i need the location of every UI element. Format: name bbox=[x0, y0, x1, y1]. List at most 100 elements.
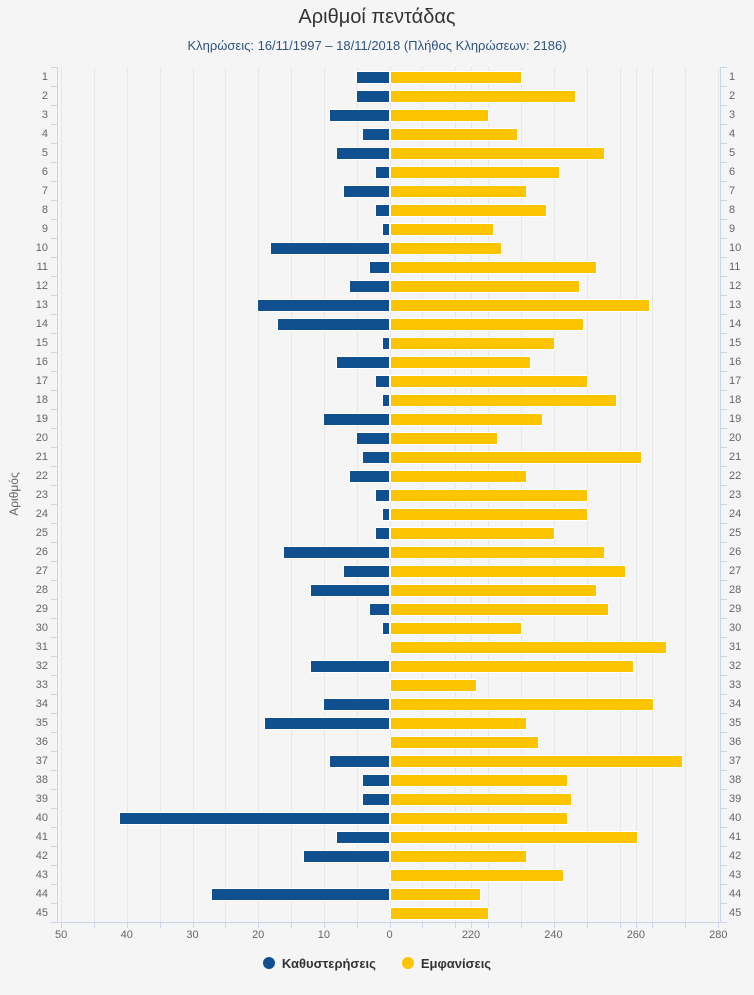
delay-bar-number-16[interactable] bbox=[335, 355, 391, 369]
delay-bar-number-25[interactable] bbox=[375, 526, 391, 540]
delay-bar-number-4[interactable] bbox=[362, 127, 391, 141]
legend-item-appearances[interactable]: Εμφανίσεις bbox=[401, 956, 491, 971]
delay-bar-number-34[interactable] bbox=[322, 697, 391, 711]
y-axis-label-right: 16 bbox=[729, 356, 742, 368]
delay-bar-number-39[interactable] bbox=[362, 792, 391, 806]
appearance-bar-number-28[interactable] bbox=[389, 583, 597, 597]
appearance-bar-number-12[interactable] bbox=[389, 279, 581, 293]
delay-bar-number-6[interactable] bbox=[375, 165, 391, 179]
y-axis-label-right: 28 bbox=[729, 584, 742, 596]
y-axis-label-right: 23 bbox=[729, 489, 742, 501]
appearance-bar-number-20[interactable] bbox=[389, 431, 498, 445]
y-axis-label-right: 21 bbox=[729, 451, 742, 463]
appearance-bar-number-25[interactable] bbox=[389, 526, 556, 540]
appearance-bar-number-15[interactable] bbox=[389, 336, 556, 350]
gridline bbox=[685, 67, 687, 922]
legend-item-delays[interactable]: Καθυστερήσεις bbox=[262, 956, 376, 971]
delay-bar-number-21[interactable] bbox=[362, 450, 391, 464]
appearance-bar-number-6[interactable] bbox=[389, 165, 560, 179]
appearance-bar-number-33[interactable] bbox=[389, 678, 478, 692]
delay-bar-number-13[interactable] bbox=[257, 298, 391, 312]
delay-bar-number-38[interactable] bbox=[362, 773, 391, 787]
delay-bar-number-19[interactable] bbox=[322, 412, 391, 426]
y-axis-label-right: 32 bbox=[729, 660, 742, 672]
appearance-bar-number-22[interactable] bbox=[389, 469, 527, 483]
delay-bar-number-10[interactable] bbox=[270, 241, 391, 255]
delay-bar-number-7[interactable] bbox=[342, 184, 391, 198]
delay-bar-number-3[interactable] bbox=[329, 108, 391, 122]
appearance-bar-number-34[interactable] bbox=[389, 697, 655, 711]
y-axis-label-right: 12 bbox=[729, 280, 742, 292]
right-axis-tick bbox=[720, 865, 727, 866]
delay-bar-number-14[interactable] bbox=[276, 317, 391, 331]
delay-bar-number-37[interactable] bbox=[329, 754, 391, 768]
left-axis-tick bbox=[51, 599, 57, 600]
appearance-bar-number-41[interactable] bbox=[389, 830, 638, 844]
delay-bar-number-23[interactable] bbox=[375, 488, 391, 502]
appearance-bar-number-9[interactable] bbox=[389, 222, 494, 236]
appearance-bar-number-31[interactable] bbox=[389, 640, 667, 654]
delay-bar-number-41[interactable] bbox=[335, 830, 391, 844]
delay-bar-number-29[interactable] bbox=[368, 602, 391, 616]
delay-bar-number-26[interactable] bbox=[283, 545, 391, 559]
appearance-bar-number-11[interactable] bbox=[389, 260, 597, 274]
appearance-bar-number-36[interactable] bbox=[389, 735, 539, 749]
x-axis-tick bbox=[586, 922, 588, 928]
appearance-bar-number-3[interactable] bbox=[389, 108, 490, 122]
delay-bar-number-11[interactable] bbox=[368, 260, 391, 274]
appearance-bar-number-30[interactable] bbox=[389, 621, 523, 635]
y-axis-label-right: 17 bbox=[729, 375, 742, 387]
appearance-bar-number-18[interactable] bbox=[389, 393, 618, 407]
gridline bbox=[159, 67, 161, 922]
x-axis-tick bbox=[192, 922, 194, 928]
appearance-bar-number-42[interactable] bbox=[389, 849, 527, 863]
appearance-bar-number-5[interactable] bbox=[389, 146, 605, 160]
x-axis-tick bbox=[455, 922, 457, 928]
appearance-bar-number-8[interactable] bbox=[389, 203, 548, 217]
delay-bar-number-12[interactable] bbox=[349, 279, 391, 293]
appearance-bar-number-17[interactable] bbox=[389, 374, 589, 388]
appearance-bar-number-35[interactable] bbox=[389, 716, 527, 730]
delay-bar-number-17[interactable] bbox=[375, 374, 391, 388]
delay-bar-number-28[interactable] bbox=[309, 583, 391, 597]
appearance-bar-number-21[interactable] bbox=[389, 450, 642, 464]
appearance-bar-number-29[interactable] bbox=[389, 602, 610, 616]
delay-bar-number-44[interactable] bbox=[211, 887, 391, 901]
appearance-bar-number-45[interactable] bbox=[389, 906, 490, 920]
appearance-bar-number-7[interactable] bbox=[389, 184, 527, 198]
appearance-bar-number-32[interactable] bbox=[389, 659, 634, 673]
appearance-bar-number-44[interactable] bbox=[389, 887, 482, 901]
right-axis-tick bbox=[720, 447, 727, 448]
appearance-bar-number-24[interactable] bbox=[389, 507, 589, 521]
bottom-axis-line bbox=[57, 922, 726, 923]
delay-bar-number-8[interactable] bbox=[375, 203, 391, 217]
delay-bar-number-5[interactable] bbox=[335, 146, 391, 160]
delay-bar-number-20[interactable] bbox=[355, 431, 391, 445]
gridline bbox=[635, 67, 637, 922]
appearance-bar-number-14[interactable] bbox=[389, 317, 585, 331]
appearance-bar-number-10[interactable] bbox=[389, 241, 502, 255]
appearance-bar-number-27[interactable] bbox=[389, 564, 626, 578]
appearance-bar-number-37[interactable] bbox=[389, 754, 684, 768]
x-axis-label: 50 bbox=[54, 929, 68, 941]
delay-bar-number-32[interactable] bbox=[309, 659, 391, 673]
delay-bar-number-35[interactable] bbox=[263, 716, 391, 730]
appearance-bar-number-16[interactable] bbox=[389, 355, 531, 369]
appearance-bar-number-40[interactable] bbox=[389, 811, 568, 825]
delay-bar-number-22[interactable] bbox=[349, 469, 391, 483]
appearance-bar-number-4[interactable] bbox=[389, 127, 519, 141]
delay-bar-number-1[interactable] bbox=[355, 70, 391, 84]
appearance-bar-number-1[interactable] bbox=[389, 70, 523, 84]
appearance-bar-number-39[interactable] bbox=[389, 792, 572, 806]
appearance-bar-number-13[interactable] bbox=[389, 298, 651, 312]
delay-bar-number-2[interactable] bbox=[355, 89, 391, 103]
appearance-bar-number-23[interactable] bbox=[389, 488, 589, 502]
delay-bar-number-42[interactable] bbox=[303, 849, 391, 863]
appearance-bar-number-19[interactable] bbox=[389, 412, 544, 426]
delay-bar-number-40[interactable] bbox=[119, 811, 391, 825]
appearance-bar-number-2[interactable] bbox=[389, 89, 577, 103]
appearance-bar-number-26[interactable] bbox=[389, 545, 605, 559]
delay-bar-number-27[interactable] bbox=[342, 564, 391, 578]
appearance-bar-number-38[interactable] bbox=[389, 773, 568, 787]
appearance-bar-number-43[interactable] bbox=[389, 868, 564, 882]
